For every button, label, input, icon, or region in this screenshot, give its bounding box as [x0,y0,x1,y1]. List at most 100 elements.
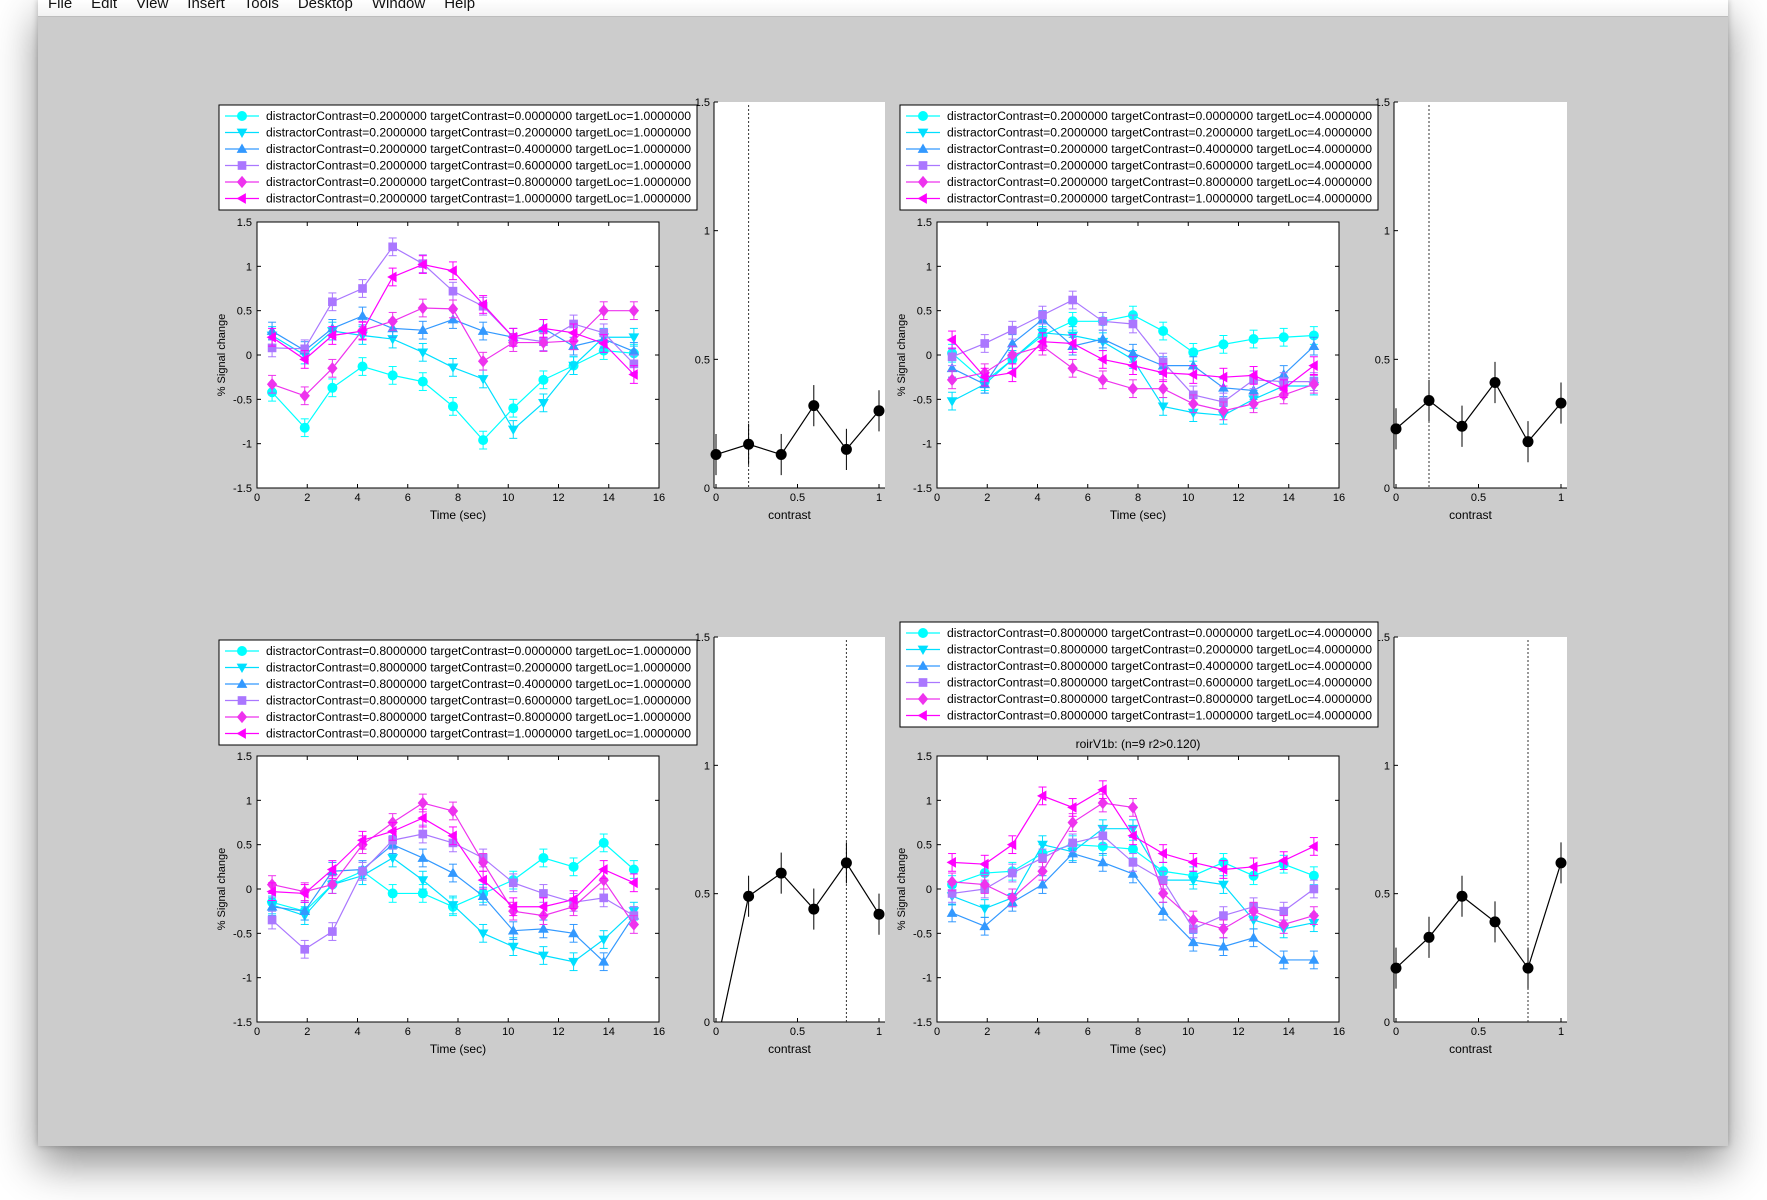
data-point [387,315,398,328]
data-point [507,331,518,343]
data-point [1007,348,1018,362]
data-point [598,338,608,349]
data-point [1279,906,1289,916]
menu-edit[interactable]: Edit [91,0,118,12]
data-point [628,369,638,380]
legend-entry: distractorContrast=0.2000000 targetContr… [947,177,1372,189]
x-tick-label: 12 [1232,492,1244,504]
data-point [946,857,956,868]
menu-file[interactable]: File [48,0,73,12]
legend-entry: distractorContrast=0.8000000 targetContr… [266,646,691,658]
series-group [946,780,1320,970]
data-point [327,382,338,393]
x-tick-label: 12 [1232,1026,1244,1038]
legend-2: distractorContrast=0.8000000 targetContr… [218,639,698,746]
x-tick-label: 10 [502,492,514,504]
contrast-plot-0: 0 0.5 1 0 0.5 1 1.5 contrast [695,97,885,522]
data-point [538,399,549,409]
x-tick-label: 6 [1085,492,1091,504]
data-point [539,889,548,898]
legend-box [899,104,1379,211]
data-point [946,875,958,889]
legend-marker [917,175,929,189]
data-point [568,361,579,372]
data-point [387,888,398,899]
data-point [1127,844,1138,855]
menu-help[interactable]: Help [444,0,476,12]
data-point [1127,801,1139,814]
y-tick-label: 1 [246,261,252,273]
x-axis-label: Time (sec) [430,1042,486,1056]
legend-entry: distractorContrast=0.2000000 targetContr… [266,194,691,206]
menu-view[interactable]: View [136,0,169,12]
data-point [1308,340,1320,351]
data-point [508,878,518,888]
y-tick-label: 0 [1384,1017,1390,1029]
x-tick-label: 4 [1034,492,1040,504]
data-point [1157,402,1169,412]
data-point [1218,880,1229,891]
legend-marker [236,728,246,739]
data-point [1248,384,1259,395]
menu-desktop[interactable]: Desktop [297,0,353,12]
x-tick-label: 0 [934,492,940,504]
data-point [1006,839,1017,851]
data-point [599,893,609,903]
data-point [327,878,338,891]
data-point [1127,360,1137,372]
data-point [1308,954,1320,964]
data-point [568,927,579,938]
axes-box [256,221,660,489]
y-tick-label: -0.5 [913,394,932,406]
y-tick-label: -1.5 [913,1017,932,1029]
data-point [1309,884,1319,894]
data-point [628,864,639,875]
data-point [1127,868,1139,878]
menu-insert[interactable]: Insert [187,0,225,12]
legend-entry: distractorContrast=0.2000000 targetContr… [266,128,691,140]
data-point [1278,383,1288,395]
legend-marker [918,111,928,121]
data-point [1248,334,1259,345]
data-point [447,314,459,324]
data-point [628,304,640,317]
axes-box [714,102,885,488]
axes-box [1394,637,1567,1022]
data-point [1489,376,1501,388]
legend-marker [237,111,247,121]
menu-window[interactable]: Window [371,0,426,12]
data-point [1555,397,1567,409]
data-point [477,375,489,385]
data-point [808,903,820,915]
data-point [1097,354,1107,365]
x-tick-label: 0.5 [790,1026,805,1038]
data-point [387,271,397,283]
data-point [598,956,610,966]
data-point [477,890,489,900]
data-point [1522,436,1534,448]
x-axis-label: contrast [1449,508,1492,522]
x-axis-label: contrast [1449,1042,1492,1056]
data-point [1218,382,1229,392]
legend-1: distractorContrast=0.2000000 targetContr… [899,104,1379,211]
legend-entry: distractorContrast=0.2000000 targetContr… [947,128,1372,140]
y-tick-label: -1 [922,973,932,985]
legend-0: distractorContrast=0.2000000 targetContr… [218,104,698,211]
data-point [1188,913,1199,927]
y-tick-label: 1 [1384,226,1390,238]
data-point [1308,909,1320,922]
data-point [508,403,519,414]
data-point [840,857,852,869]
data-point [328,297,337,307]
x-tick-label: 12 [552,1026,564,1038]
data-point [598,935,610,946]
y-tick-label: 1.5 [695,632,710,644]
y-tick-label: 1 [1384,760,1390,772]
menu-bar: File Edit View Insert Tools Desktop Wind… [38,0,1728,17]
legend-marker [236,175,248,189]
legend-entry: distractorContrast=0.2000000 targetContr… [947,144,1372,156]
data-point [537,323,548,334]
menu-tools[interactable]: Tools [243,0,279,12]
data-point [873,908,885,920]
data-point [1068,838,1077,848]
